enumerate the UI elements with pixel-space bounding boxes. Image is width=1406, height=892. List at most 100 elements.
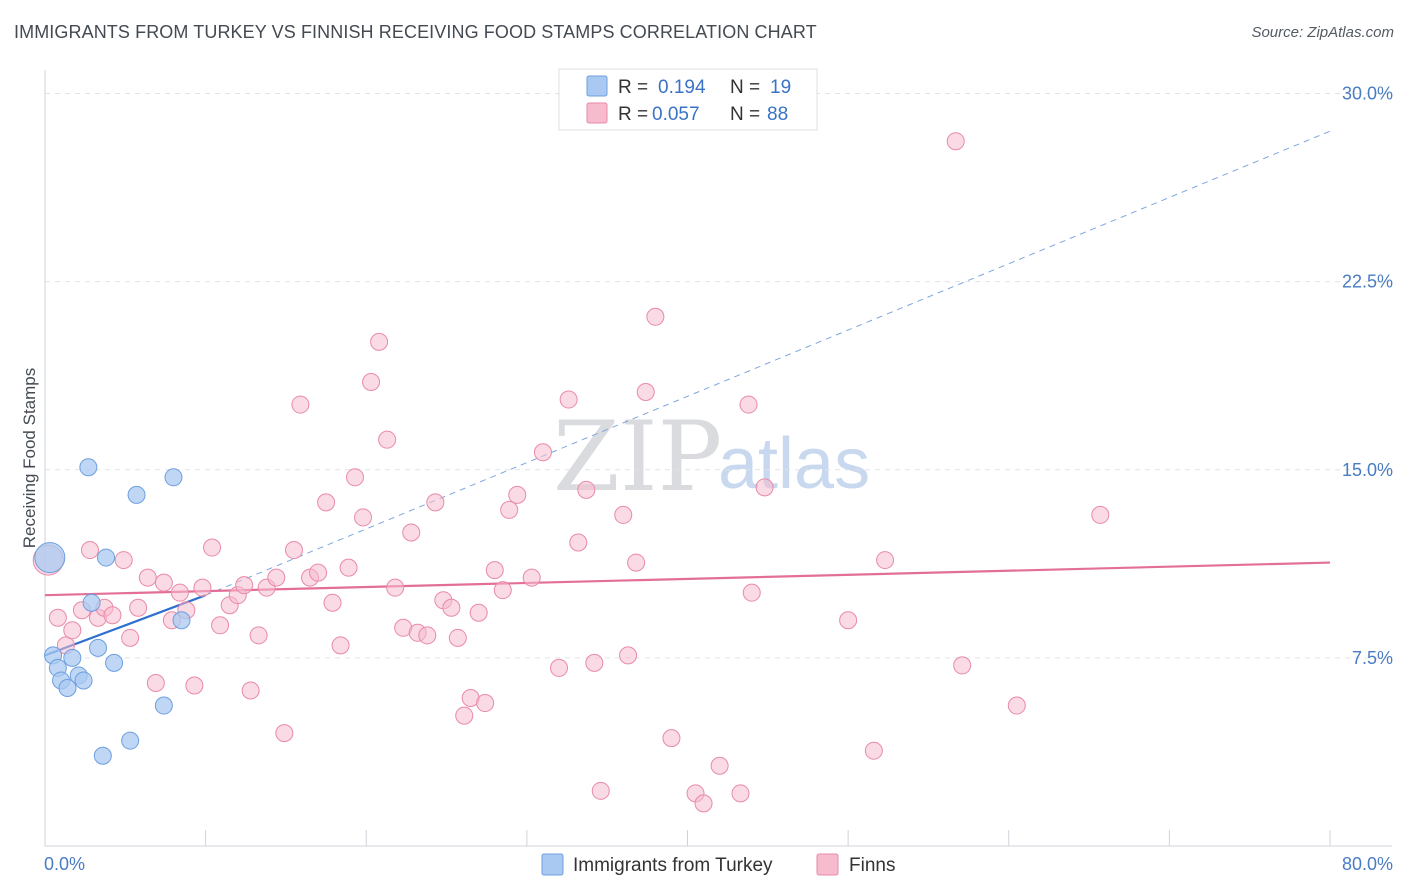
gridlines	[45, 93, 1392, 659]
data-point-turkey	[93, 746, 112, 765]
data-point-finns	[591, 781, 610, 800]
watermark-atlas: atlas	[718, 424, 870, 504]
data-point-finns	[362, 372, 381, 391]
y-tick-label: 15.0%	[1342, 460, 1393, 480]
data-point-finns	[646, 307, 665, 326]
data-point-finns	[378, 430, 397, 449]
legend-r-label-turkey: R =	[618, 77, 648, 98]
data-point-finns	[577, 480, 596, 499]
data-point-finns	[241, 681, 260, 700]
data-point-finns	[469, 603, 488, 622]
data-point-finns	[249, 626, 268, 645]
bottom-legend: Immigrants from Turkey Finns	[541, 853, 895, 876]
watermark-zip: ZIP	[553, 401, 722, 513]
legend-r-label-finns: R =	[618, 104, 648, 125]
legend-n-label-finns: N =	[730, 104, 760, 125]
legend-r-value-finns: 0.057	[652, 104, 700, 125]
legend-n-value-finns: 88	[767, 104, 788, 125]
data-point-finns	[193, 578, 212, 597]
bottom-legend-swatch-finns	[816, 853, 839, 876]
data-point-finns	[418, 626, 437, 645]
data-point-finns	[354, 508, 373, 527]
y-tick-label: 7.5%	[1352, 648, 1393, 668]
data-point-finns	[694, 794, 713, 813]
data-point-finns	[291, 395, 310, 414]
x-tick-label-max: 80.0%	[1342, 854, 1393, 874]
bottom-legend-label-finns: Finns	[849, 855, 895, 876]
data-points	[32, 132, 1110, 813]
data-point-finns	[1091, 505, 1110, 524]
data-point-finns	[154, 573, 173, 592]
data-point-finns	[500, 500, 519, 519]
axes	[44, 70, 1392, 847]
data-point-finns	[485, 561, 504, 580]
data-point-finns	[1007, 696, 1026, 715]
data-point-finns	[731, 784, 750, 803]
data-point-turkey	[79, 458, 98, 477]
data-point-finns	[755, 478, 774, 497]
data-point-turkey	[164, 468, 183, 487]
data-point-finns	[533, 443, 552, 462]
y-tick-label: 22.5%	[1342, 272, 1393, 292]
data-point-finns	[203, 538, 222, 557]
data-point-finns	[267, 568, 286, 587]
data-point-finns	[742, 583, 761, 602]
data-point-finns	[508, 485, 527, 504]
bottom-legend-swatch-turkey	[541, 853, 564, 876]
data-point-finns	[585, 653, 604, 672]
data-point-turkey	[154, 696, 173, 715]
data-point-finns	[170, 583, 189, 602]
data-point-finns	[235, 576, 254, 595]
data-point-finns	[864, 741, 883, 760]
legend-swatch-turkey	[586, 75, 608, 97]
y-axis-label: Receiving Food Stamps	[20, 368, 39, 548]
data-point-finns	[146, 673, 165, 692]
data-point-finns	[946, 132, 965, 151]
data-point-finns	[839, 611, 858, 630]
data-point-finns	[339, 558, 358, 577]
trend-lines	[44, 130, 1331, 657]
data-point-turkey	[58, 678, 77, 697]
data-point-finns	[185, 676, 204, 695]
data-point-turkey	[97, 548, 116, 567]
data-point-finns	[114, 551, 133, 570]
x-tick-marks	[205, 830, 1331, 846]
x-tick-label-min: 0.0%	[44, 854, 85, 874]
bottom-legend-label-turkey: Immigrants from Turkey	[573, 855, 773, 876]
data-point-finns	[627, 553, 646, 572]
data-point-finns	[710, 756, 729, 775]
data-point-finns	[138, 568, 157, 587]
data-point-finns	[284, 541, 303, 560]
data-point-turkey	[82, 593, 101, 612]
data-point-finns	[323, 593, 342, 612]
data-point-finns	[614, 505, 633, 524]
data-point-finns	[636, 383, 655, 402]
data-point-finns	[103, 606, 122, 625]
data-point-finns	[121, 628, 140, 647]
source-label: Source: ZipAtlas.com	[1251, 24, 1394, 41]
data-point-finns	[402, 523, 421, 542]
data-point-turkey	[34, 542, 66, 574]
data-point-finns	[275, 724, 294, 743]
data-point-finns	[455, 706, 474, 725]
data-point-turkey	[127, 485, 146, 504]
data-point-finns	[619, 646, 638, 665]
data-point-finns	[876, 551, 895, 570]
data-point-finns	[317, 493, 336, 512]
data-point-turkey	[63, 648, 82, 667]
data-point-finns	[559, 390, 578, 409]
data-point-turkey	[105, 653, 124, 672]
data-point-finns	[662, 729, 681, 748]
data-point-finns	[211, 616, 230, 635]
data-point-finns	[63, 621, 82, 640]
data-point-finns	[426, 493, 445, 512]
legend-swatch-finns	[586, 102, 608, 124]
data-point-turkey	[74, 671, 93, 690]
data-point-finns	[129, 598, 148, 617]
chart-title: IMMIGRANTS FROM TURKEY VS FINNISH RECEIV…	[14, 22, 817, 42]
data-point-finns	[739, 395, 758, 414]
data-point-finns	[448, 628, 467, 647]
data-point-finns	[569, 533, 588, 552]
trend-line-turkey-extrapolated	[205, 130, 1331, 596]
